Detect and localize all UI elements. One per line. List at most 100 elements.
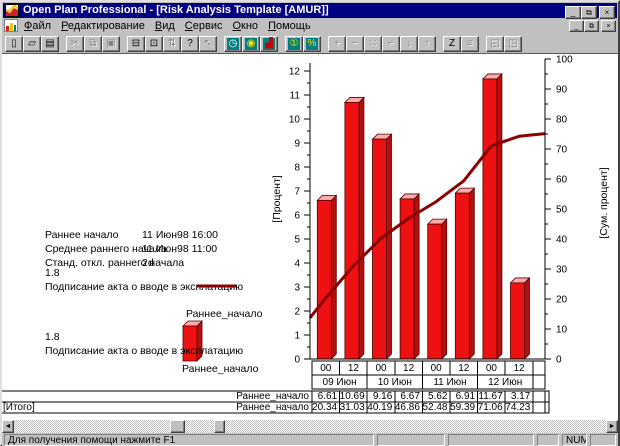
table-value: 46.86 xyxy=(395,402,420,413)
save-button[interactable]: ▤ xyxy=(41,35,59,52)
percent-button[interactable]: % xyxy=(303,35,321,52)
sort-button[interactable]: Z xyxy=(443,35,461,52)
hour-label: 00 xyxy=(320,363,332,374)
document-chart-icon xyxy=(4,19,18,32)
histogram-bar xyxy=(372,138,387,360)
legend-label: Подписание акта о вводе в эксплатацию xyxy=(45,281,243,293)
risk-histogram-chart: Раннее начало 11 Июн98 16:00 Среднее ранне… xyxy=(2,55,610,414)
legend-value: 1.8 xyxy=(45,331,60,343)
scroll-left-arrow[interactable]: ◄ xyxy=(2,420,14,433)
status-help-text: Для получения помощи нажмите F1 xyxy=(4,434,374,446)
update-data-button[interactable]: ⇅ xyxy=(163,35,181,52)
move-down-button[interactable]: ↓ xyxy=(400,35,418,52)
menu-item-file[interactable]: Файл xyxy=(24,19,52,32)
histogram-view-button[interactable]: ▟ xyxy=(260,35,278,52)
chart-client-area: Раннее начало 11 Июн98 16:00 Среднее ранне… xyxy=(2,53,618,420)
child-close-button[interactable]: × xyxy=(601,20,616,33)
hour-label: 12 xyxy=(513,363,525,374)
notes-button[interactable]: ≡ xyxy=(461,35,479,52)
table-value: 74.23 xyxy=(505,402,530,413)
cost-coin-button[interactable]: ① xyxy=(285,35,303,52)
new-document-button[interactable]: ▯ xyxy=(5,35,23,52)
legend-series-name: Раннее_начало xyxy=(186,308,263,320)
hour-cell-empty xyxy=(532,360,546,376)
print-button[interactable]: ⊟ xyxy=(127,35,145,52)
help-button[interactable]: ? xyxy=(181,35,199,52)
stat-value: 11 Июн98 16:00 xyxy=(142,229,218,241)
left-axis-tick-label: 3 xyxy=(294,283,300,294)
copy-button[interactable]: ⧉ xyxy=(84,35,102,52)
menu-item-window[interactable]: Окно xyxy=(232,19,259,32)
table-value: 52.48 xyxy=(422,402,447,413)
right-axis-tick-label: 100 xyxy=(556,55,573,66)
table-value: 10.69 xyxy=(340,391,365,402)
menu-item-edit[interactable]: Редактирование xyxy=(61,19,145,32)
table-group-label: [Итого] xyxy=(3,402,35,413)
right-axis-tick-label: 0 xyxy=(556,355,562,366)
right-axis-tick-label: 70 xyxy=(556,145,568,156)
histogram-bar-side xyxy=(386,133,392,360)
status-bar: Для получения помощи нажмите F1 NUM xyxy=(2,433,618,446)
cut-button[interactable]: ✂ xyxy=(66,35,84,52)
menu-bar: Файл Редактирование Вид Сервис Окно Помощь _ ⧉… xyxy=(2,18,618,33)
time-analysis-clock-button[interactable]: ◷ xyxy=(224,35,242,52)
fit-window-button[interactable]: ◳ xyxy=(504,35,522,52)
status-panel-3 xyxy=(537,434,559,446)
left-axis-tick-label: 12 xyxy=(289,67,301,78)
app-restore-button[interactable]: ⧉ xyxy=(581,6,597,19)
app-close-button[interactable]: × xyxy=(599,6,615,19)
hour-label: 00 xyxy=(375,363,387,374)
table-value: 59.39 xyxy=(450,402,475,413)
histogram-bar-side xyxy=(468,187,475,360)
app-minimize-button[interactable]: _ xyxy=(565,6,581,19)
table-series-label: Раннее_начало xyxy=(236,402,309,413)
stat-label: Станд. откл. раннего начала xyxy=(45,257,184,269)
window-title: Open Plan Professional - [Risk Analysis … xyxy=(23,4,329,16)
child-minimize-button[interactable]: _ xyxy=(569,20,584,33)
move-up-button[interactable]: ↑ xyxy=(418,35,436,52)
status-panel-4 xyxy=(590,434,616,446)
delete-activity-button[interactable]: − xyxy=(346,35,364,52)
left-axis-tick-label: 0 xyxy=(294,355,300,366)
histogram-bar-side xyxy=(441,218,448,360)
scroll-right-arrow[interactable]: ► xyxy=(606,420,618,433)
print-preview-button[interactable]: ⊡ xyxy=(145,35,163,52)
left-axis-title: [Процент] xyxy=(271,175,283,222)
right-axis-title: [Сум. процент] xyxy=(598,167,610,238)
horizontal-scrollbar[interactable]: ◄ ► xyxy=(2,420,618,433)
scrollbar-thumb[interactable] xyxy=(170,420,185,433)
left-axis-tick-label: 6 xyxy=(294,211,300,222)
left-axis-tick-label: 7 xyxy=(294,187,300,198)
table-value: 9.16 xyxy=(373,391,393,402)
hour-label: 12 xyxy=(403,363,415,374)
open-file-button[interactable]: ▱ xyxy=(23,35,41,52)
stat-value: 11 Июн98 11:00 xyxy=(142,243,217,255)
histogram-bar-side xyxy=(330,194,337,360)
menu-item-view[interactable]: Вид xyxy=(154,19,175,32)
left-axis-tick-label: 11 xyxy=(290,91,301,102)
window-controls: _ ⧉ × xyxy=(565,2,615,20)
legend-series-name: Раннее_начало xyxy=(182,363,259,375)
menu-item-tools[interactable]: Сервис xyxy=(184,19,223,32)
unlink-activities-button[interactable]: ⌐ xyxy=(382,35,400,52)
left-axis-tick-label: 2 xyxy=(294,307,300,318)
link-activities-button[interactable]: ∷ xyxy=(364,35,382,52)
add-activity-button[interactable]: + xyxy=(328,35,346,52)
table-series-label: Раннее_начало xyxy=(236,391,309,402)
risk-analysis-duck-button[interactable]: ◉ xyxy=(242,35,260,52)
pane-splitter[interactable] xyxy=(214,420,225,433)
cumulative-line xyxy=(308,132,546,319)
child-window-controls: _ ⧉ × xyxy=(569,19,616,33)
table-value: 11.67 xyxy=(478,391,503,402)
left-axis-tick-label: 9 xyxy=(294,139,300,150)
context-help-button[interactable]: ↖ xyxy=(199,35,217,52)
histogram-bar xyxy=(316,199,332,360)
child-restore-button[interactable]: ⧉ xyxy=(584,20,599,33)
menu-item-help[interactable]: Помощь xyxy=(268,19,311,32)
hour-label: 00 xyxy=(431,363,443,374)
legend-bar-swatch xyxy=(182,325,198,362)
histogram-bar xyxy=(482,78,498,360)
paste-button[interactable]: ▣ xyxy=(102,35,120,52)
left-axis-tick-label: 5 xyxy=(294,235,300,246)
zoom-window-button[interactable]: ◱ xyxy=(486,35,504,52)
